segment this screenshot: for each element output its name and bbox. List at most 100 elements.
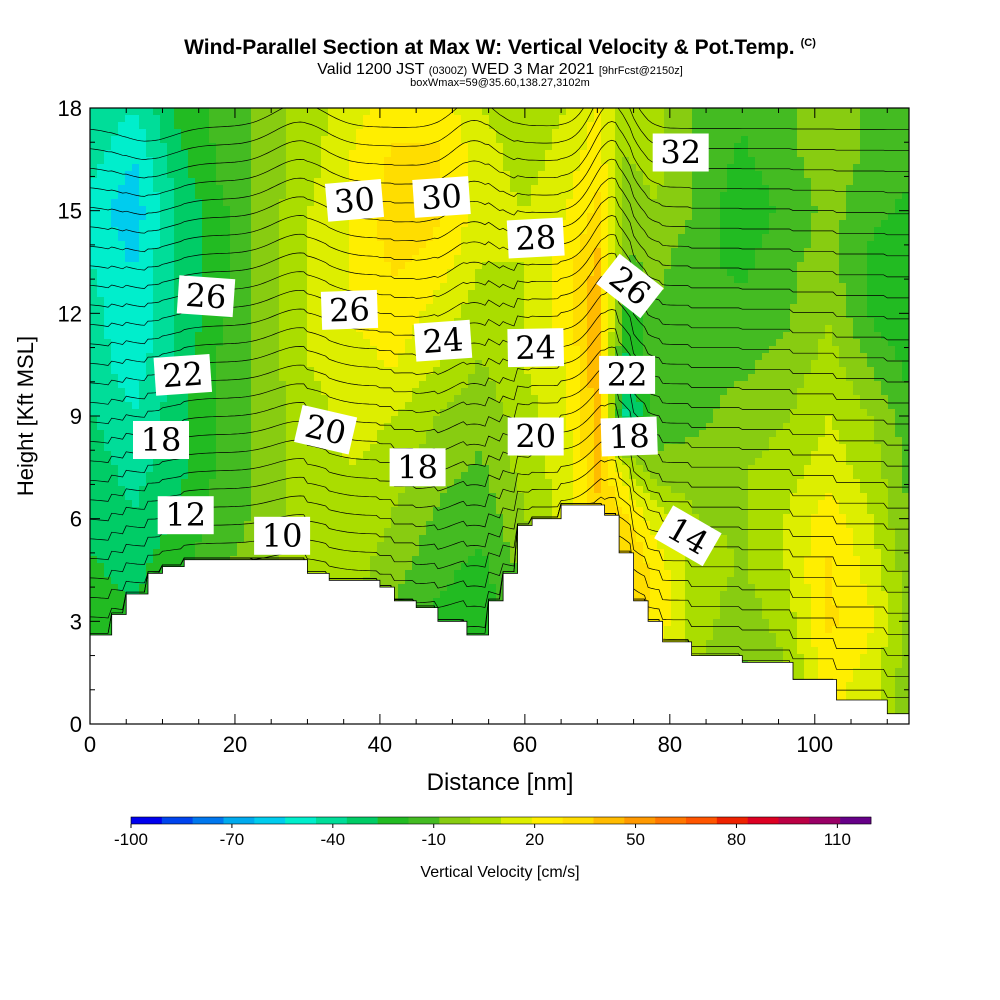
velocity-cell bbox=[860, 206, 868, 214]
velocity-cell bbox=[881, 332, 889, 340]
velocity-cell bbox=[804, 234, 812, 242]
velocity-cell bbox=[874, 164, 882, 172]
velocity-cell bbox=[699, 346, 707, 354]
velocity-cell bbox=[223, 171, 231, 179]
velocity-cell bbox=[363, 122, 371, 130]
velocity-cell bbox=[118, 122, 126, 130]
velocity-cell bbox=[643, 108, 651, 116]
velocity-cell bbox=[335, 395, 343, 403]
velocity-cell bbox=[230, 108, 238, 116]
velocity-cell bbox=[510, 395, 518, 403]
velocity-cell bbox=[769, 269, 777, 277]
velocity-cell bbox=[265, 374, 273, 382]
velocity-cell bbox=[265, 241, 273, 249]
velocity-cell bbox=[118, 353, 126, 361]
velocity-cell bbox=[160, 325, 168, 333]
velocity-cell bbox=[699, 388, 707, 396]
velocity-cell bbox=[650, 206, 658, 214]
velocity-cell bbox=[104, 283, 112, 291]
velocity-cell bbox=[818, 304, 826, 312]
velocity-cell bbox=[503, 374, 511, 382]
velocity-cell bbox=[594, 353, 602, 361]
velocity-cell bbox=[741, 220, 749, 228]
velocity-cell bbox=[531, 395, 539, 403]
velocity-cell bbox=[97, 388, 105, 396]
velocity-cell bbox=[692, 276, 700, 284]
velocity-cell bbox=[174, 178, 182, 186]
velocity-cell bbox=[153, 304, 161, 312]
velocity-cell bbox=[622, 185, 630, 193]
velocity-cell bbox=[447, 388, 455, 396]
velocity-cell bbox=[804, 297, 812, 305]
velocity-cell bbox=[216, 325, 224, 333]
velocity-cell bbox=[559, 262, 567, 270]
velocity-cell bbox=[755, 199, 763, 207]
velocity-cell bbox=[811, 360, 819, 368]
velocity-cell bbox=[671, 318, 679, 326]
velocity-cell bbox=[111, 150, 119, 158]
velocity-cell bbox=[272, 136, 280, 144]
velocity-cell bbox=[783, 283, 791, 291]
velocity-cell bbox=[314, 108, 322, 116]
velocity-cell bbox=[454, 150, 462, 158]
velocity-cell bbox=[335, 115, 343, 123]
velocity-cell bbox=[587, 129, 595, 137]
velocity-cell bbox=[517, 395, 525, 403]
velocity-cell bbox=[818, 248, 826, 256]
velocity-cell bbox=[503, 143, 511, 151]
velocity-cell bbox=[398, 297, 406, 305]
velocity-cell bbox=[741, 241, 749, 249]
velocity-cell bbox=[727, 395, 735, 403]
velocity-cell bbox=[832, 360, 840, 368]
velocity-cell bbox=[510, 115, 518, 123]
velocity-cell bbox=[783, 143, 791, 151]
velocity-cell bbox=[251, 395, 259, 403]
velocity-cell bbox=[727, 276, 735, 284]
velocity-cell bbox=[615, 220, 623, 228]
velocity-cell bbox=[566, 234, 574, 242]
velocity-cell bbox=[762, 346, 770, 354]
velocity-cell bbox=[804, 220, 812, 228]
velocity-cell bbox=[272, 290, 280, 298]
velocity-cell bbox=[706, 297, 714, 305]
velocity-cell bbox=[692, 213, 700, 221]
velocity-cell bbox=[636, 178, 644, 186]
velocity-cell bbox=[475, 283, 483, 291]
velocity-cell bbox=[839, 129, 847, 137]
velocity-cell bbox=[202, 227, 210, 235]
velocity-cell bbox=[846, 318, 854, 326]
velocity-cell bbox=[818, 108, 826, 116]
velocity-cell bbox=[566, 262, 574, 270]
velocity-cell bbox=[349, 339, 357, 347]
velocity-cell bbox=[384, 262, 392, 270]
velocity-cell bbox=[230, 297, 238, 305]
velocity-cell bbox=[671, 234, 679, 242]
velocity-cell bbox=[349, 108, 357, 116]
velocity-cell bbox=[167, 178, 175, 186]
velocity-cell bbox=[384, 353, 392, 361]
velocity-cell bbox=[363, 325, 371, 333]
velocity-cell bbox=[783, 332, 791, 340]
velocity-cell bbox=[328, 388, 336, 396]
velocity-cell bbox=[237, 304, 245, 312]
velocity-cell bbox=[244, 206, 252, 214]
velocity-cell bbox=[97, 290, 105, 298]
velocity-cell bbox=[104, 164, 112, 172]
velocity-cell bbox=[783, 178, 791, 186]
velocity-cell bbox=[202, 241, 210, 249]
velocity-cell bbox=[405, 332, 413, 340]
velocity-cell bbox=[860, 178, 868, 186]
velocity-cell bbox=[216, 164, 224, 172]
velocity-cell bbox=[181, 171, 189, 179]
velocity-cell bbox=[202, 346, 210, 354]
velocity-cell bbox=[195, 234, 203, 242]
velocity-cell bbox=[363, 241, 371, 249]
velocity-cell bbox=[370, 171, 378, 179]
velocity-cell bbox=[566, 269, 574, 277]
velocity-cell bbox=[762, 213, 770, 221]
velocity-cell bbox=[657, 346, 665, 354]
velocity-cell bbox=[412, 255, 420, 263]
velocity-cell bbox=[895, 206, 903, 214]
velocity-cell bbox=[622, 234, 630, 242]
velocity-cell bbox=[258, 290, 266, 298]
